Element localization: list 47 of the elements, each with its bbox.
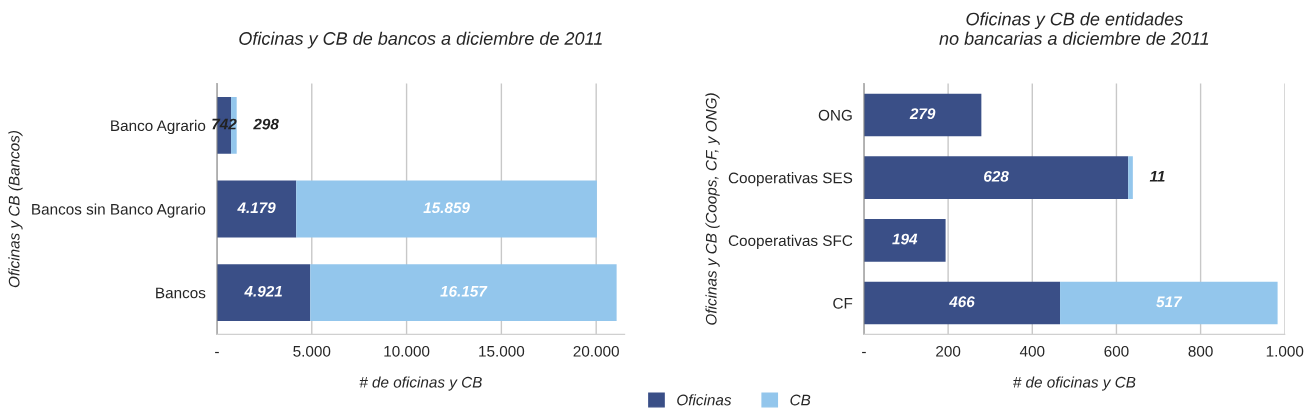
y-tick-label: Bancos sin Banco Agrario xyxy=(32,203,206,218)
x-tick-label: 5.000 xyxy=(293,345,331,357)
x-tick-label: - xyxy=(862,351,866,354)
data-label: 11 xyxy=(1149,171,1165,182)
legend-label: Oficinas xyxy=(677,394,732,406)
chart-title: Oficinas y CB de entidades no bancarias a diciembre de 2011 xyxy=(939,12,1209,45)
legend-label: CB xyxy=(790,394,811,406)
data-label: 194 xyxy=(892,233,918,245)
x-tick-label: 800 xyxy=(1188,345,1213,357)
data-label: 628 xyxy=(984,170,1009,182)
x-tick-label: 20.000 xyxy=(573,345,619,357)
data-label: 279 xyxy=(909,108,936,120)
data-label: 4.921 xyxy=(244,285,282,297)
bar xyxy=(310,264,617,322)
y-tick-label: ONG xyxy=(818,109,852,121)
x-tick-label: 200 xyxy=(936,345,961,357)
y-axis-title: Oficinas y CB (Bancos) xyxy=(8,130,23,288)
bar xyxy=(1060,281,1278,325)
data-label: 16.157 xyxy=(440,285,488,297)
x-tick-label: 15.000 xyxy=(479,345,525,357)
bar xyxy=(216,264,311,322)
y-tick-label: Cooperativas SFC xyxy=(728,234,853,250)
data-label: 15.859 xyxy=(423,202,470,214)
bar xyxy=(296,180,597,238)
x-axis-title: # de oficinas y CB xyxy=(359,376,482,391)
x-tick-label: 600 xyxy=(1104,345,1129,357)
y-tick-label: Cooperativas SES xyxy=(728,172,853,187)
data-label: 517 xyxy=(1156,296,1183,308)
bar xyxy=(863,156,1129,199)
data-label: 298 xyxy=(253,118,279,130)
x-axis-title: # de oficinas y CB xyxy=(1013,376,1136,391)
bar xyxy=(216,180,297,238)
x-tick-label: 400 xyxy=(1019,345,1045,357)
y-tick-label: Bancos xyxy=(156,287,206,299)
bar xyxy=(863,219,946,262)
bar xyxy=(863,281,1061,325)
bar xyxy=(1128,156,1133,199)
x-tick-label: 1.000 xyxy=(1266,345,1304,357)
data-label: 4.179 xyxy=(237,202,276,214)
y-axis-title: Oficinas y CB (Coops, CF, y ONG) xyxy=(705,93,720,325)
chart-title: Oficinas y CB de bancos a diciembre de 2011 xyxy=(239,31,602,49)
data-label: 466 xyxy=(949,296,975,308)
y-tick-label: CF xyxy=(833,297,853,309)
x-tick-label: 10.000 xyxy=(384,345,430,357)
y-tick-label: Banco Agrario xyxy=(111,119,206,135)
x-tick-label: - xyxy=(215,351,219,354)
bar xyxy=(863,93,982,137)
